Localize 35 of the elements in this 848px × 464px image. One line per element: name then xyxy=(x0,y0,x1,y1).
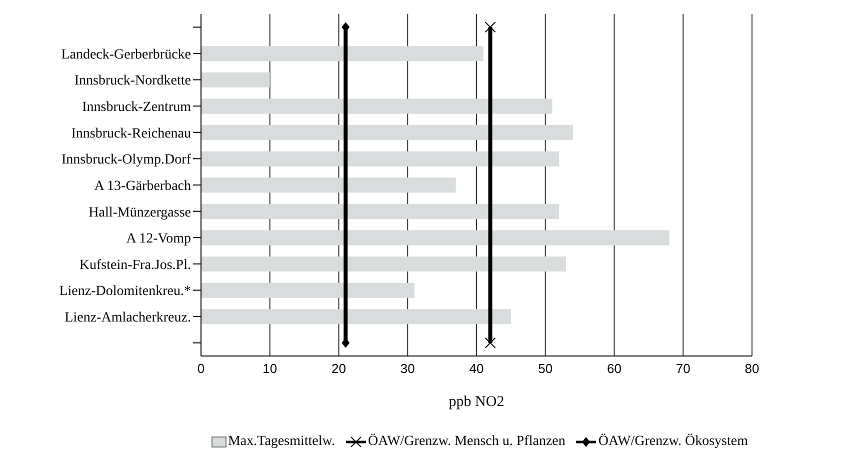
bar xyxy=(201,151,560,166)
x-tick-label: 80 xyxy=(744,361,760,376)
x-tick-label: 10 xyxy=(262,361,278,376)
bar xyxy=(201,46,484,62)
x-tick-label: 30 xyxy=(400,361,415,376)
legend-label: ÖAW/Grenzw. Mensch u. Pflanzen xyxy=(366,434,566,450)
bar xyxy=(201,256,566,272)
x-tick-label: 60 xyxy=(607,361,622,376)
y-tick-label: Innsbruck-Olymp.Dorf xyxy=(62,152,192,168)
y-tick-label: A 12-Vomp xyxy=(126,232,191,247)
x-tick-label: 40 xyxy=(469,361,484,376)
y-tick-label: A 13-Gärberbach xyxy=(94,178,191,194)
y-tick-label: Innsbruck-Nordkette xyxy=(74,74,191,89)
y-tick-label: Kufstein-Fra.Jos.Pl. xyxy=(79,258,191,273)
x-tick-label: 20 xyxy=(332,361,346,376)
bar xyxy=(201,204,560,219)
y-tick-label: Landeck-Gerberbrücke xyxy=(61,47,191,62)
x-axis-title: ppb NO2 xyxy=(448,394,504,410)
bar xyxy=(201,125,573,140)
y-tick-label: Hall-Münzergasse xyxy=(88,205,191,220)
bar xyxy=(201,282,415,298)
bar xyxy=(201,72,270,88)
bar xyxy=(201,178,456,193)
legend-label: Max.Tagesmittelw. xyxy=(226,434,335,450)
bar xyxy=(201,98,552,114)
y-tick-label: Innsbruck-Reichenau xyxy=(71,126,191,142)
y-tick-label: Innsbruck-Zentrum xyxy=(82,100,192,116)
x-tick-label: 50 xyxy=(538,361,553,376)
y-tick-label: Lienz-Dolomitenkreu.* xyxy=(59,284,191,300)
y-tick-label: Lienz-Amlacherkreuz. xyxy=(64,310,191,326)
legend-label: ÖAW/Grenzw. Ökosystem xyxy=(597,434,748,450)
bar xyxy=(201,230,670,246)
x-tick-label: 0 xyxy=(197,361,205,376)
x-tick-label: 70 xyxy=(676,361,690,376)
bar xyxy=(201,309,511,324)
